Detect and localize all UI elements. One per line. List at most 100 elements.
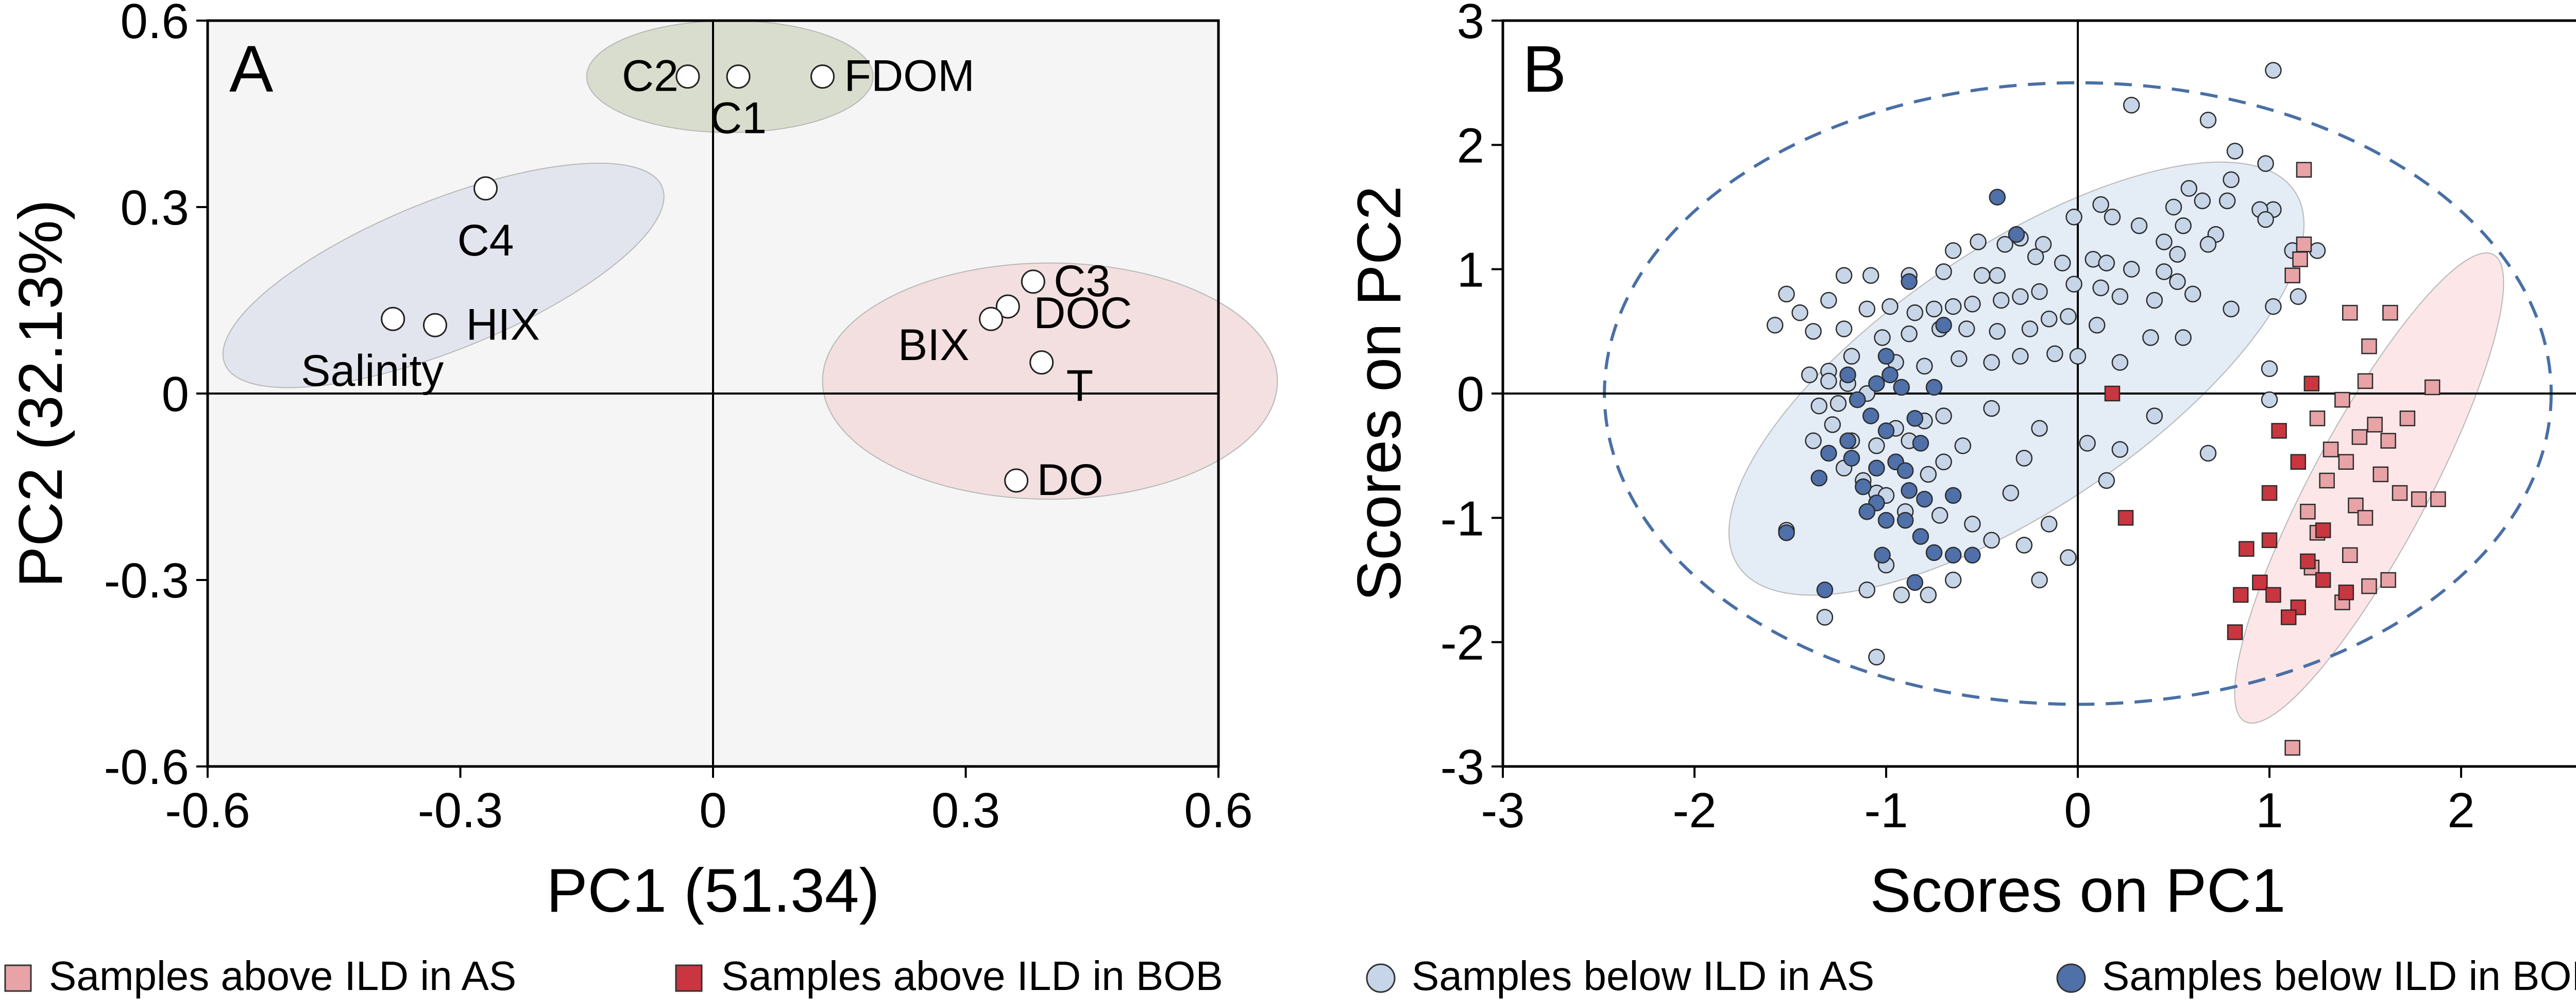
panel-b-point-samples-below-ild-in-as-1 (2123, 96, 2140, 114)
panel-a-point-t (1029, 350, 1054, 375)
panel-b-point-samples-below-ild-in-as-47 (2223, 300, 2240, 318)
panel-b-point-samples-below-ild-in-as-11 (2130, 217, 2148, 234)
panel-b-point-samples-below-ild-in-as-102 (2015, 450, 2033, 467)
panel-b-point-samples-above-ild-in-as-9 (2334, 391, 2350, 408)
legend: Samples above ILD in AS Samples above IL… (4, 953, 2576, 999)
panel-b-point-samples-below-ild-in-as-117 (1944, 571, 1962, 589)
panel-b-point-samples-below-ild-in-as-54 (1944, 298, 1962, 315)
panel-b-point-samples-below-ild-in-as-46 (2184, 285, 2201, 303)
panel-b-point-samples-above-ild-in-as-5 (2382, 304, 2398, 321)
panel-a-axes: -0.6 -0.3 0 0.3 0.6 -0.6 -0.3 0 0.3 0.6 (104, 0, 1253, 838)
panel-a-point-label-hix: HIX (466, 300, 539, 349)
panel-b-point-samples-below-ild-in-as-80 (1983, 354, 2000, 371)
panel-b-point-samples-below-ild-in-as-62 (1766, 317, 1784, 334)
panel-b-point-samples-below-ild-in-bob-9 (1925, 379, 1943, 396)
panel-b-point-samples-below-ild-in-as-66 (2142, 329, 2159, 346)
panel-b-point-samples-above-ild-in-bob-13 (2280, 609, 2297, 625)
panel-a-point-label-c1: C1 (710, 94, 767, 143)
panel-b-point-samples-below-ild-in-as-113 (1983, 532, 2000, 549)
panel-b-point-samples-below-ild-in-bob-33 (1964, 547, 1981, 564)
panel-b-point-samples-above-ild-in-bob-0 (2104, 385, 2121, 402)
panel-b-point-samples-below-ild-in-as-119 (1893, 586, 1910, 604)
panel-b-point-samples-below-ild-in-bob-0 (1989, 189, 2006, 206)
panel-b-point-samples-below-ild-in-bob-21 (1810, 469, 1828, 487)
panel-b-point-samples-below-ild-in-as-73 (1874, 329, 1891, 346)
panel-b-point-samples-below-ild-in-as-109 (1920, 466, 1937, 483)
panel-b-point-samples-below-ild-in-as-63 (2040, 310, 2058, 328)
panel-b-point-samples-below-ild-in-bob-5 (1882, 366, 1899, 384)
panel-b-point-samples-below-ild-in-as-111 (1931, 507, 1948, 524)
panel-b-point-samples-below-ild-in-bob-18 (1868, 459, 1885, 477)
panel-b-point-samples-below-ild-in-as-120 (1858, 582, 1876, 599)
panel-b-point-samples-above-ild-in-bob-17 (2338, 584, 2354, 601)
panel-b-point-samples-below-ild-in-bob-14 (1912, 435, 1929, 452)
panel-b-point-samples-below-ild-in-as-132 (2098, 472, 2115, 489)
panel-b-point-samples-below-ild-in-as-24 (2035, 236, 2052, 253)
panel-b-point-samples-below-ild-in-as-41 (2065, 276, 2082, 293)
panel-a-x-tick-label-2: 0 (699, 783, 726, 838)
panel-b-point-samples-above-ild-in-bob-16 (2315, 572, 2331, 588)
panel-b-point-samples-below-ild-in-as-57 (1882, 298, 1899, 315)
panel-b-point-samples-below-ild-in-as-35 (1989, 267, 2006, 284)
panel-b-point-samples-above-ild-in-as-2 (2292, 251, 2308, 267)
panel-b-point-samples-above-ild-in-as-13 (2351, 429, 2368, 445)
legend-item-below-bob: Samples below ILD in BOB (2056, 953, 2576, 999)
panel-b-point-samples-below-ild-in-as-79 (2012, 348, 2029, 365)
panel-a-point-c4 (473, 176, 498, 201)
panel-b-point-samples-below-ild-in-bob-34 (1816, 582, 1834, 599)
legend-marker-below-bob (2056, 963, 2086, 993)
panel-b-point-samples-below-ild-in-as-93 (1805, 432, 1822, 449)
panel-a-y-axis-label: PC2 (32.13%) (6, 199, 75, 588)
panel-b-point-samples-below-ild-in-as-55 (1925, 300, 1943, 318)
legend-item-above-bob: Samples above ILD in BOB (675, 953, 1223, 999)
panel-b-y-tick-label-6: 3 (1457, 0, 1484, 49)
panel-b-point-samples-below-ild-in-bob-8 (1893, 379, 1910, 396)
panel-b-point-samples-below-ild-in-as-3 (2226, 143, 2244, 160)
panel-b-point-samples-below-ild-in-as-33 (2123, 261, 2140, 278)
panel-b-point-samples-below-ild-in-as-52 (1992, 292, 2010, 309)
panel-b-point-samples-below-ild-in-bob-11 (1862, 407, 1879, 424)
panel-a-point-hix (422, 313, 447, 337)
panel-b-point-samples-below-ild-in-as-45 (2169, 273, 2186, 291)
panel-b-point-samples-above-ild-in-bob-3 (2303, 376, 2320, 391)
panel-b-point-samples-below-ild-in-as-7 (2165, 198, 2182, 216)
panel-b-point-samples-below-ild-in-as-127 (2261, 360, 2278, 377)
panel-b-point-samples-below-ild-in-as-70 (1958, 320, 1975, 337)
panel-b-point-samples-below-ild-in-as-9 (2218, 192, 2236, 210)
panel-b-point-samples-above-ild-in-bob-12 (2290, 599, 2307, 616)
panel-a-point-label-c4: C4 (457, 216, 514, 265)
panel-b-x-tick-label-2: -1 (1864, 783, 1908, 838)
panel-b-point-samples-below-ild-in-as-4 (2257, 155, 2274, 172)
panel-b-point-samples-above-ild-in-as-18 (2430, 491, 2446, 507)
panel-b-point-samples-above-ild-in-as-1 (2296, 236, 2312, 252)
panel-b-point-samples-below-ild-in-as-32 (2098, 254, 2115, 271)
panel-b-point-samples-below-ild-in-as-125 (2111, 441, 2129, 458)
panel-b-point-samples-below-ild-in-as-87 (1820, 372, 1837, 390)
panel-b-point-samples-above-ild-in-as-29 (2284, 740, 2300, 756)
panel-b-point-samples-above-ild-in-as-24 (2342, 547, 2358, 563)
panel-b-point-samples-above-ild-in-as-12 (2380, 433, 2396, 449)
panel-b-point-samples-below-ild-in-as-19 (2156, 233, 2173, 250)
panel-b-point-samples-below-ild-in-as-18 (2104, 209, 2121, 226)
panel-b-point-samples-below-ild-in-bob-32 (1944, 547, 1962, 564)
panel-b-point-samples-above-ild-in-bob-1 (2117, 510, 2134, 526)
panel-a-point-salinity (381, 306, 405, 331)
panel-b-point-samples-below-ild-in-bob-4 (1877, 348, 1895, 365)
panel-b-y-tick-label-2: -1 (1440, 491, 1484, 546)
panel-a-point-bix (979, 306, 1004, 331)
panel-b-point-samples-below-ild-in-as-77 (2111, 354, 2129, 371)
panel-b-point-samples-below-ild-in-bob-23 (1901, 482, 1918, 499)
panel-b-point-samples-below-ild-in-as-92 (1824, 416, 1841, 433)
panel-b-point-samples-below-ild-in-bob-16 (1820, 445, 1837, 462)
legend-item-above-as: Samples above ILD in AS (4, 953, 516, 999)
panel-b-point-samples-below-ild-in-as-59 (1820, 292, 1837, 309)
panel-b-point-samples-above-ild-in-as-11 (2399, 411, 2416, 426)
legend-label-above-as: Samples above ILD in AS (49, 953, 516, 999)
panel-b-point-samples-below-ild-in-as-34 (2156, 263, 2173, 280)
panel-b-point-samples-above-ild-in-as-15 (2319, 472, 2335, 489)
panel-b-point-samples-below-ild-in-as-39 (1862, 267, 1879, 284)
panel-b-point-samples-above-ild-in-bob-2 (2271, 423, 2287, 439)
panel-b-point-samples-below-ild-in-as-2 (2199, 111, 2217, 129)
